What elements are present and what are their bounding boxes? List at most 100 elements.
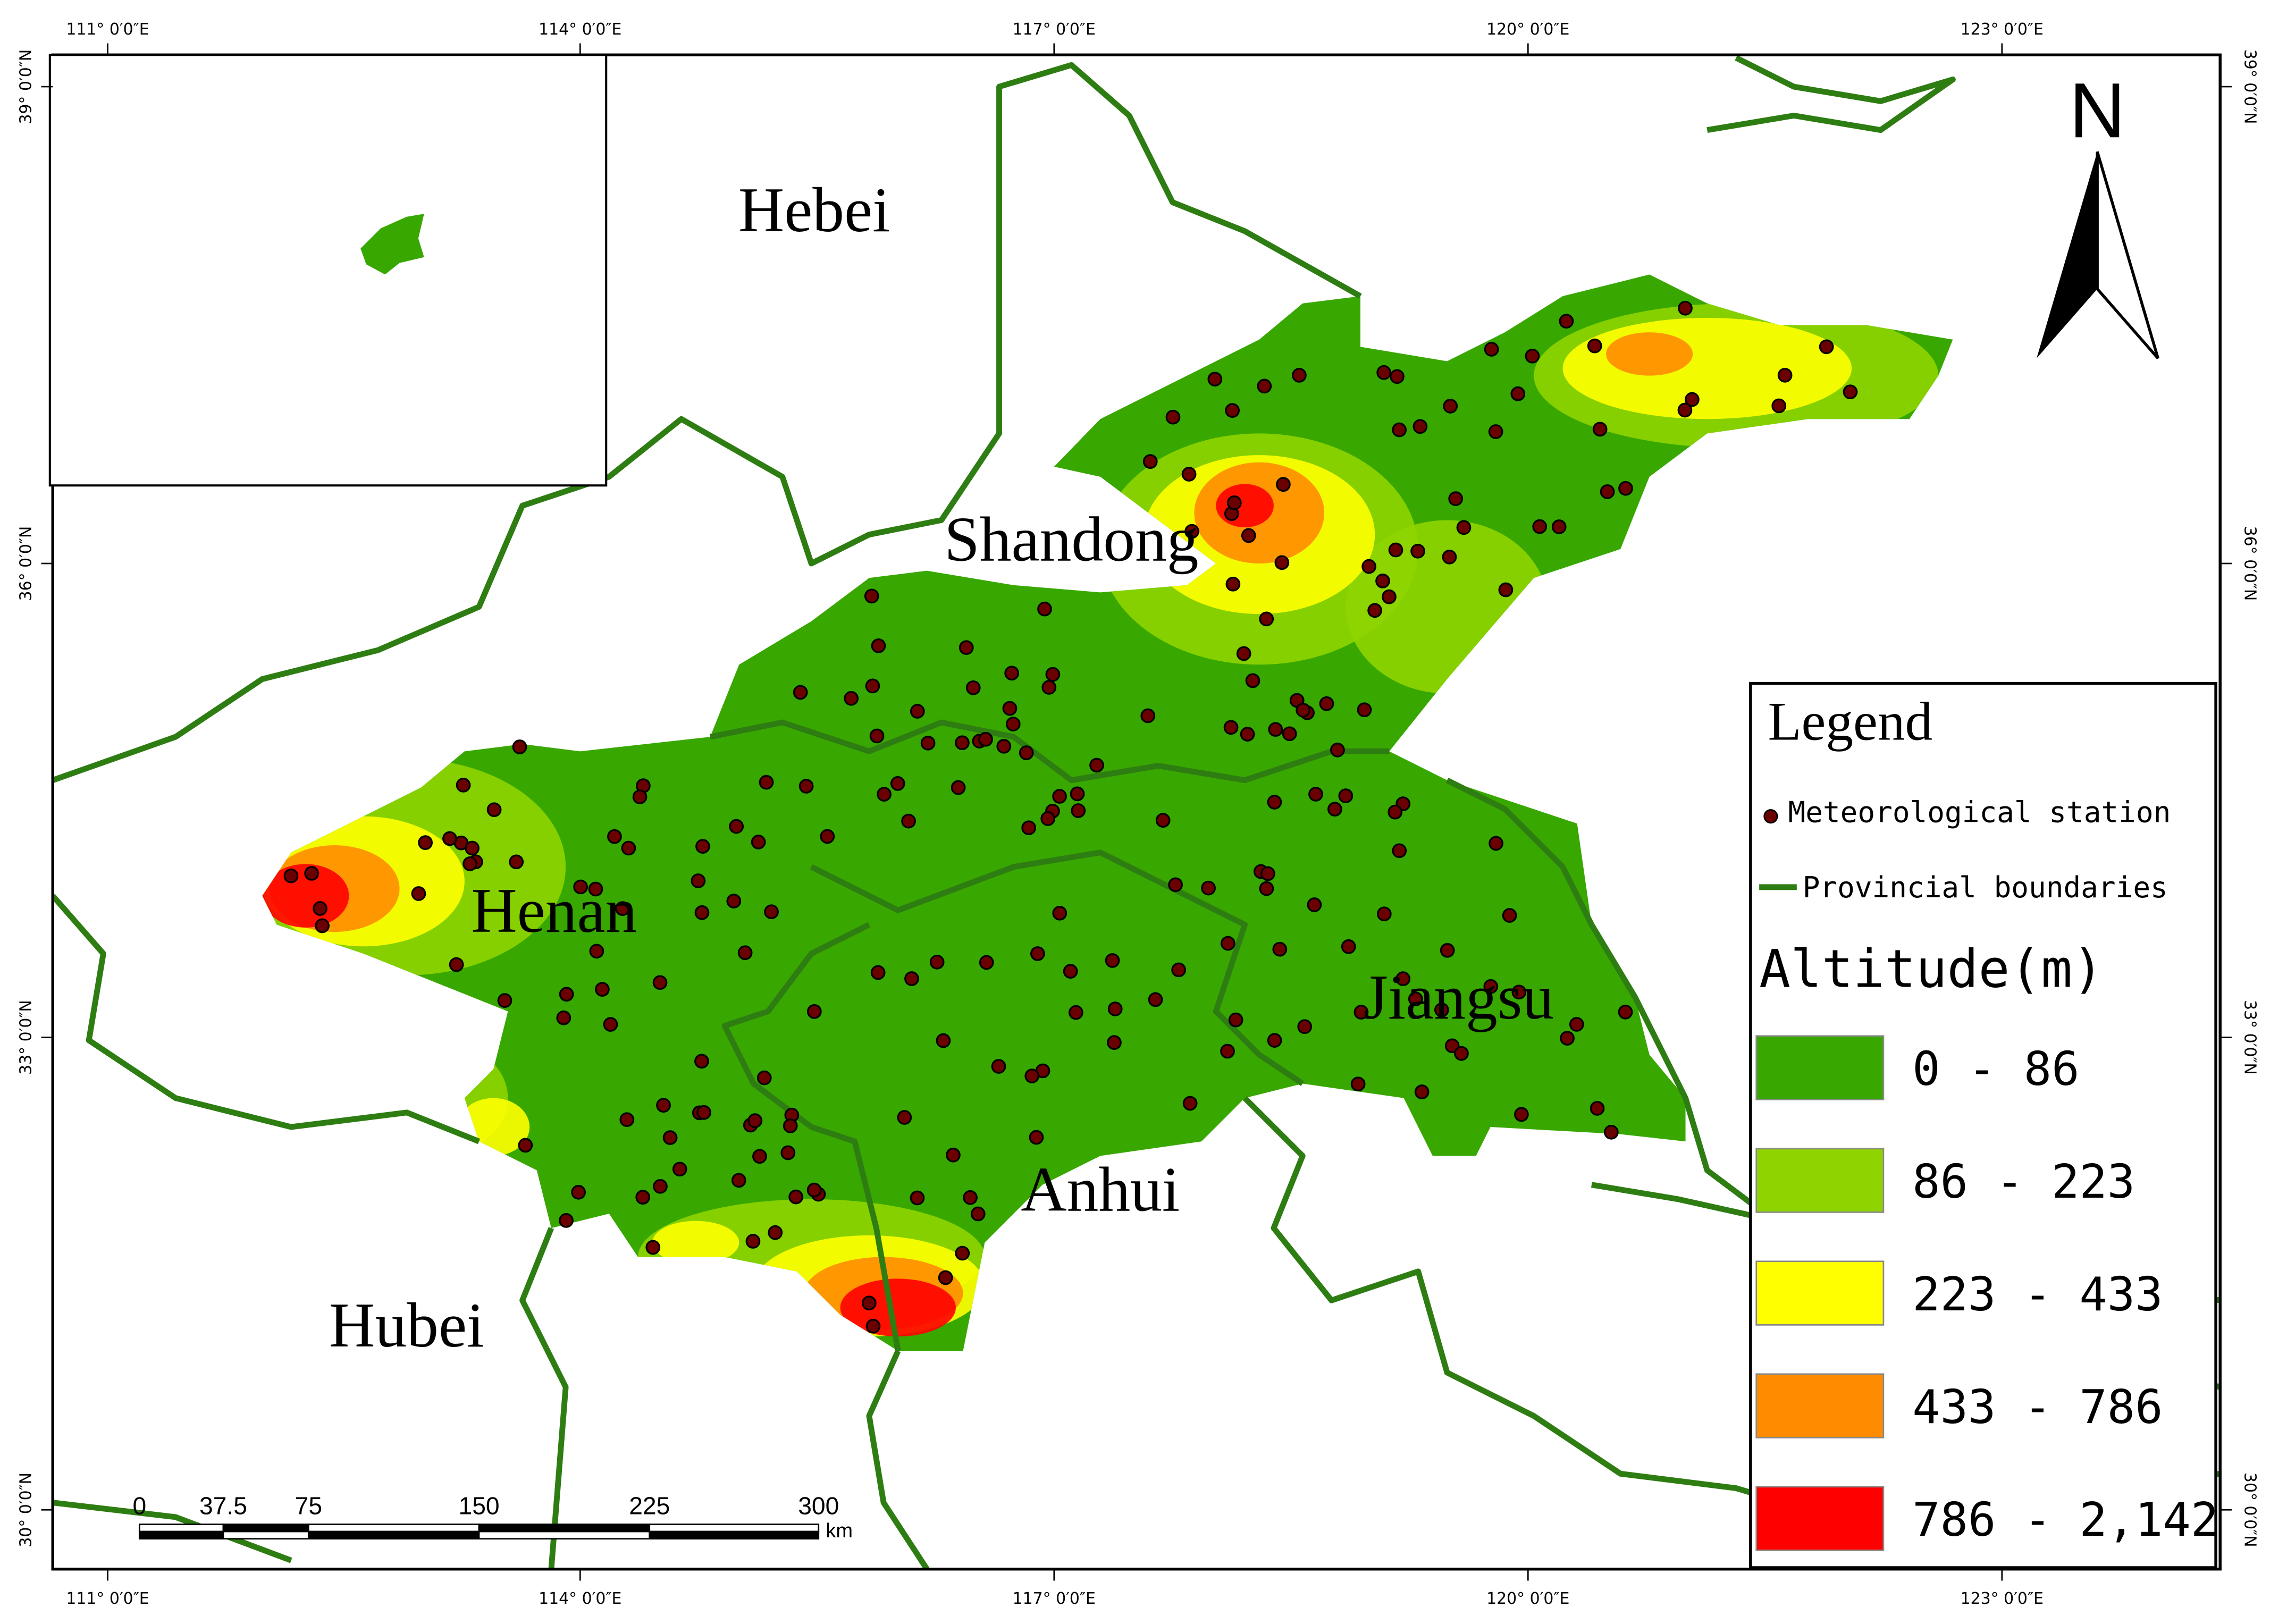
station [946, 1147, 961, 1163]
station [645, 1240, 661, 1255]
boundary-line [721, 922, 901, 1352]
station [1440, 943, 1455, 958]
boundary-line [866, 1350, 930, 1569]
station [1142, 454, 1158, 469]
station [1292, 368, 1307, 383]
legend-class-label: 0 - 86 [1912, 1042, 2079, 1096]
station [283, 868, 299, 883]
station [1207, 372, 1223, 387]
station [955, 1246, 970, 1261]
station [751, 835, 766, 849]
station [1259, 881, 1274, 896]
station [1184, 524, 1199, 539]
station [672, 1162, 687, 1177]
north-label: N [2069, 67, 2125, 154]
station [1260, 866, 1275, 881]
station [890, 776, 905, 791]
station [1089, 758, 1104, 773]
station [1592, 422, 1608, 437]
station [1245, 673, 1260, 688]
station [806, 1004, 822, 1019]
station [1414, 1084, 1430, 1099]
relief-patch [1562, 317, 1852, 419]
station [1268, 722, 1283, 737]
inset-region [360, 214, 424, 275]
station [573, 879, 588, 895]
station [1225, 576, 1241, 592]
station [1560, 1031, 1575, 1046]
boundary-line [53, 1500, 292, 1563]
station [653, 1179, 668, 1194]
station [793, 685, 808, 700]
legend: Legend Meteorological station Provincial b… [1749, 681, 2218, 1569]
station [1392, 843, 1407, 859]
station [463, 856, 477, 871]
station [1338, 788, 1353, 803]
station [729, 819, 744, 834]
station [449, 957, 464, 972]
station [1618, 1004, 1633, 1020]
station [1226, 495, 1242, 510]
station [869, 728, 885, 744]
station [691, 873, 706, 888]
station [442, 831, 457, 846]
station [1843, 384, 1858, 400]
boundary-line [1706, 55, 1956, 133]
legend-item: Provincial boundaries [1803, 871, 2168, 904]
station [1361, 559, 1376, 574]
station [656, 1098, 671, 1113]
station [621, 840, 636, 856]
station [870, 965, 886, 980]
station [595, 982, 610, 997]
longitude-label: 120° 0′0″E [1486, 1589, 1569, 1608]
station [1236, 646, 1251, 661]
station [1029, 1130, 1044, 1145]
station [745, 1234, 761, 1249]
station [662, 1130, 678, 1145]
station [1514, 1107, 1529, 1122]
inset-map [48, 54, 608, 487]
station [1069, 1005, 1083, 1020]
north-arrow [2037, 151, 2159, 359]
station [865, 678, 880, 694]
legend-swatch [1755, 1035, 1885, 1100]
station [970, 1206, 986, 1222]
station [936, 1033, 951, 1048]
station [1005, 717, 1021, 731]
scale-label: 75 [295, 1492, 322, 1519]
station [901, 813, 916, 829]
station [951, 780, 966, 795]
station [603, 1017, 618, 1032]
longitude-label: 117° 0′0″E [1013, 20, 1096, 39]
station [304, 866, 319, 881]
station [1223, 720, 1239, 735]
station [559, 1213, 574, 1228]
station [1448, 491, 1464, 506]
station [1382, 589, 1397, 604]
province-label: Anhui [1021, 1154, 1180, 1225]
legend-item: Meteorological station [1788, 796, 2171, 829]
station [315, 918, 330, 933]
station [1274, 555, 1290, 570]
station [556, 1010, 571, 1025]
station [694, 1054, 709, 1069]
boundary-line [53, 62, 1362, 783]
longitude-label: 111° 0′0″E [66, 20, 149, 39]
station [1019, 745, 1034, 761]
legend-class-label: 786 - 2,142 [1912, 1493, 2218, 1547]
legend-class-label: 223 - 433 [1912, 1267, 2163, 1322]
province-label: Hubei [329, 1290, 484, 1360]
scale-segment [222, 1524, 309, 1533]
station [1367, 603, 1382, 618]
province-label: Hebei [738, 174, 890, 245]
station [1510, 386, 1526, 401]
station [635, 1190, 651, 1205]
scale-label: 150 [459, 1492, 500, 1519]
station [897, 1110, 912, 1125]
station [1228, 1012, 1243, 1028]
station [1678, 300, 1693, 316]
station [632, 789, 648, 804]
station [1041, 680, 1057, 695]
station [1819, 339, 1834, 355]
station [1353, 1005, 1369, 1020]
